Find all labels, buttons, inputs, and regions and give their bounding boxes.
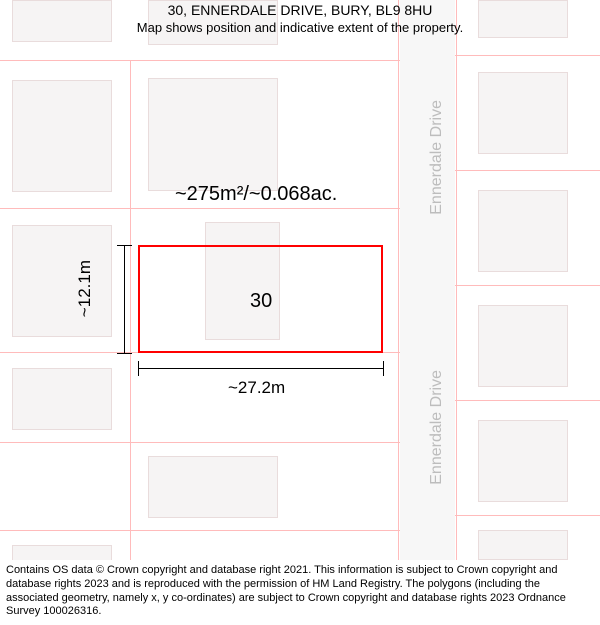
dim-height-line xyxy=(124,245,125,353)
building xyxy=(478,420,568,502)
parcel-line xyxy=(455,285,600,286)
road-label-1: Ennerdale Drive xyxy=(428,100,446,215)
page-subtitle: Map shows position and indicative extent… xyxy=(0,20,600,35)
building xyxy=(12,225,112,337)
footer-copyright: Contains OS data © Crown copyright and d… xyxy=(0,560,600,625)
building xyxy=(12,80,112,192)
page-title: 30, ENNERDALE DRIVE, BURY, BL9 8HU xyxy=(0,2,600,18)
parcel-line xyxy=(0,530,400,531)
parcel-line xyxy=(456,0,457,560)
dim-tick xyxy=(138,361,139,376)
parcel-line xyxy=(130,60,131,560)
area-label: ~275m²/~0.068ac. xyxy=(175,183,337,206)
parcel-line xyxy=(398,0,399,560)
road-label-2: Ennerdale Drive xyxy=(428,370,446,485)
parcel-line xyxy=(455,515,600,516)
parcel-line xyxy=(0,442,400,443)
dim-tick xyxy=(117,245,132,246)
building xyxy=(478,305,568,387)
dim-width-line xyxy=(138,368,383,369)
map-canvas: Ennerdale Drive Ennerdale Drive 30 ~275m… xyxy=(0,0,600,560)
building xyxy=(478,72,568,154)
parcel-line xyxy=(455,170,600,171)
header: 30, ENNERDALE DRIVE, BURY, BL9 8HU Map s… xyxy=(0,2,600,35)
dim-tick xyxy=(117,353,132,354)
building xyxy=(12,368,112,430)
building xyxy=(478,530,568,560)
dim-tick xyxy=(383,361,384,376)
building xyxy=(148,456,278,518)
dim-width-label: ~27.2m xyxy=(228,378,285,398)
highlight-number: 30 xyxy=(250,290,272,313)
building xyxy=(148,78,278,191)
parcel-line xyxy=(0,60,400,61)
building xyxy=(478,190,568,272)
parcel-line xyxy=(0,208,400,209)
parcel-line xyxy=(455,400,600,401)
parcel-line xyxy=(455,55,600,56)
dim-height-label: ~12.1m xyxy=(75,260,95,317)
